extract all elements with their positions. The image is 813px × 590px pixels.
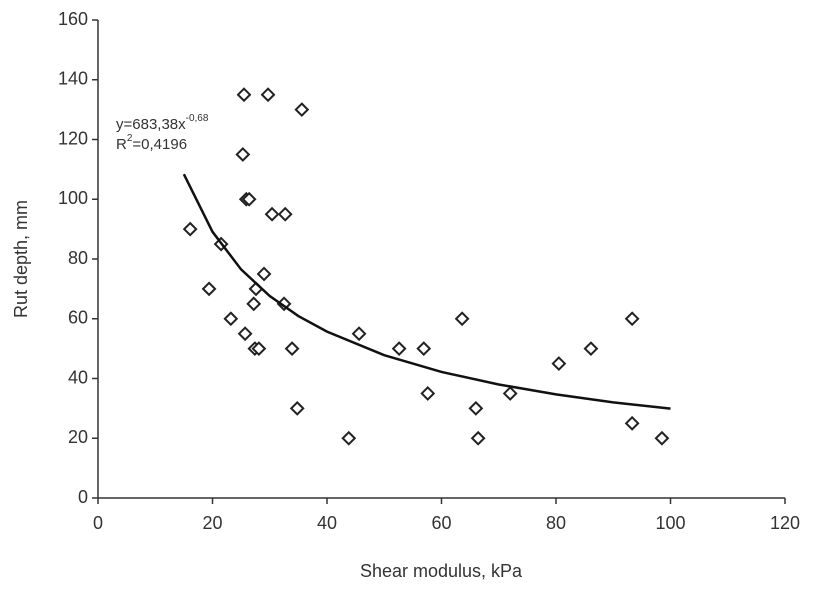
- r-value: =0,4196: [132, 136, 187, 153]
- x-tick-label: 100: [655, 513, 685, 533]
- r-sup: 2: [127, 133, 133, 144]
- x-tick-label: 20: [202, 513, 222, 533]
- r-text: R: [116, 136, 127, 153]
- data-point: [624, 311, 640, 327]
- data-point: [551, 356, 567, 371]
- data-point: [468, 400, 484, 416]
- data-point: [237, 326, 253, 342]
- data-point: [235, 147, 251, 162]
- data-point: [182, 221, 198, 237]
- data-point: [246, 296, 262, 312]
- y-tick-label: 80: [68, 248, 88, 268]
- data-point: [289, 400, 305, 416]
- y-tick-label: 40: [68, 367, 88, 387]
- y-tick-label: 160: [58, 9, 88, 29]
- data-point: [341, 430, 357, 446]
- y-tick-label: 120: [58, 128, 88, 148]
- x-tick-label: 120: [770, 513, 800, 533]
- r-squared: R2=0,4196: [116, 133, 187, 153]
- data-point: [654, 430, 670, 446]
- data-point: [284, 341, 300, 357]
- trend-line: [182, 173, 671, 410]
- data-point: [416, 341, 432, 357]
- data-point: [260, 87, 276, 103]
- data-point: [583, 341, 599, 357]
- data-point: [391, 341, 407, 357]
- x-tick-label: 40: [317, 513, 337, 533]
- equation-exponent: -0,68: [186, 113, 209, 124]
- data-point: [223, 311, 239, 327]
- y-tick-label: 140: [58, 69, 88, 89]
- y-tick-label: 0: [78, 487, 88, 507]
- data-point: [454, 311, 470, 327]
- data-point: [264, 206, 280, 222]
- data-point: [241, 191, 257, 207]
- data-point: [420, 386, 436, 401]
- y-tick-label: 20: [68, 427, 88, 447]
- x-tick-label: 0: [93, 513, 103, 533]
- y-axis-label: Rut depth, mm: [11, 200, 31, 318]
- data-point: [256, 266, 272, 282]
- x-axis-label: Shear modulus, kPa: [360, 561, 523, 581]
- data-point: [294, 102, 310, 118]
- data-point: [236, 87, 252, 103]
- x-tick-label: 60: [431, 513, 451, 533]
- data-point: [470, 430, 486, 446]
- y-tick-label: 100: [58, 188, 88, 208]
- x-tick-label: 80: [546, 513, 566, 533]
- data-point: [502, 386, 518, 401]
- data-point: [277, 206, 293, 222]
- y-tick-label: 60: [68, 308, 88, 328]
- data-point: [201, 281, 217, 297]
- data-point: [624, 415, 640, 431]
- data-point: [351, 326, 367, 342]
- equation: y=683,38x-0,68: [116, 113, 209, 133]
- equation-text: y=683,38x: [116, 116, 186, 133]
- data-point: [251, 341, 267, 357]
